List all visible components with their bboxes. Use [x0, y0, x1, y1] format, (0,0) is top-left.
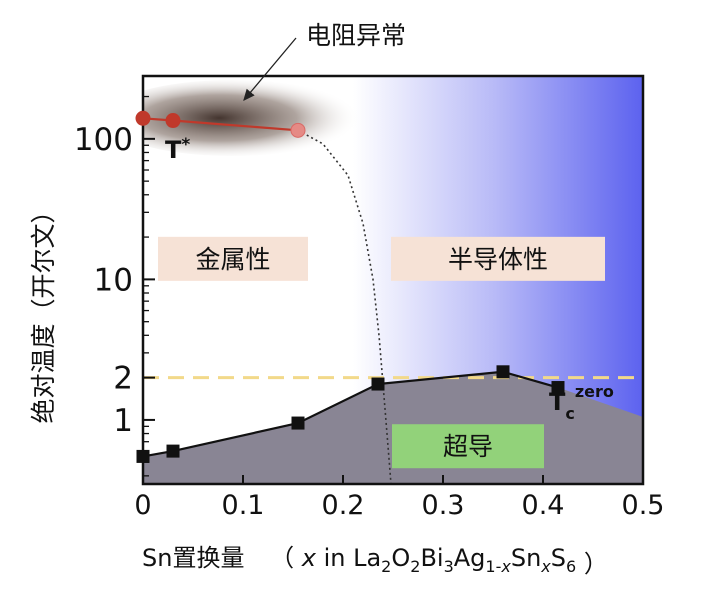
x-tick-label: 0.5: [622, 490, 665, 521]
x-axis-title-prefix: Sn置换量: [142, 544, 244, 572]
tc-zero-label-t: T: [549, 388, 566, 416]
region-label-group: 金属性: [158, 236, 308, 281]
data-point: [496, 365, 510, 379]
region-label-group: 半导体性: [391, 236, 605, 281]
formula-subscript: 2: [381, 557, 391, 576]
data-point: [166, 444, 180, 458]
region-label-box: [158, 236, 308, 281]
y-tick-label: 2: [113, 361, 133, 397]
x-axis-title: Sn置换量 （ x in La2O2Bi3Ag1-xSnxS6 ）: [142, 544, 608, 578]
region-label: 超导: [443, 432, 493, 461]
t-star-label-t: T: [165, 136, 182, 164]
x-axis-title-paren-close: ）: [584, 550, 608, 578]
y-tick-label: 100: [74, 122, 133, 158]
region-label: 金属性: [195, 245, 270, 274]
t-star-label-sup: *: [181, 135, 190, 155]
anomaly-label: 电阻异常: [306, 21, 406, 50]
formula-subscript: 6: [566, 557, 576, 576]
formula-subscript: 3: [444, 557, 454, 576]
y-axis: 1 2 10 100: [74, 95, 155, 477]
region-label-box: [392, 424, 544, 469]
t-star-label: T*: [165, 135, 190, 164]
x-axis-title-in: in: [324, 544, 354, 572]
x-axis-title-variable: x: [301, 544, 317, 572]
y-tick-label: 1: [113, 403, 133, 439]
series-layer: T*Tczero: [135, 110, 614, 463]
data-point: [551, 381, 565, 395]
chemical-formula: La2O2Bi3Ag1-xSnxS6: [353, 544, 576, 576]
data-point: [136, 449, 150, 463]
tc-zero-label-sup: zero: [575, 382, 614, 401]
formula-element: S: [551, 544, 566, 572]
data-point: [165, 113, 181, 129]
x-tick-label: 0.2: [322, 490, 365, 521]
formula-subscript: x: [500, 557, 511, 576]
anomaly-annotation: 电阻异常: [243, 21, 406, 101]
formula-element: Sn: [511, 544, 541, 572]
formula-subscript: 2: [410, 557, 420, 576]
tc-zero-label-sub: c: [565, 404, 574, 423]
x-axis: 0 0.1 0.2 0.3 0.4 0.5: [134, 475, 664, 521]
x-tick-label: 0: [134, 490, 151, 521]
data-point: [291, 416, 305, 430]
data-point: [135, 110, 151, 126]
annotation-arrow: [243, 37, 297, 101]
region-label-group: 超导: [392, 424, 544, 469]
region-label-box: [391, 236, 605, 281]
region-label: 半导体性: [448, 245, 548, 274]
y-tick-label: 10: [94, 262, 133, 298]
resistance-anomaly-shade: [143, 80, 360, 156]
x-tick-label: 0.1: [222, 490, 265, 521]
formula-subscript: 1-: [485, 557, 501, 576]
data-point: [371, 377, 385, 391]
formula-element: La: [353, 544, 381, 572]
crossover-curve: [297, 129, 392, 484]
data-point: [290, 122, 306, 138]
x-tick-label: 0.4: [522, 490, 565, 521]
tc-zero-label: Tczero: [549, 382, 614, 423]
formula-element: Bi: [420, 544, 443, 572]
formula-subscript: x: [540, 557, 551, 576]
series-t-star: [135, 110, 306, 138]
series-tc-zero: [136, 365, 565, 463]
x-axis-title-paren-open: （: [270, 544, 294, 572]
formula-element: O: [391, 544, 410, 572]
x-tick-label: 0.3: [422, 490, 465, 521]
formula-element: Ag: [454, 544, 486, 572]
y-axis-title: 绝对温度（开尔文）: [29, 198, 58, 423]
